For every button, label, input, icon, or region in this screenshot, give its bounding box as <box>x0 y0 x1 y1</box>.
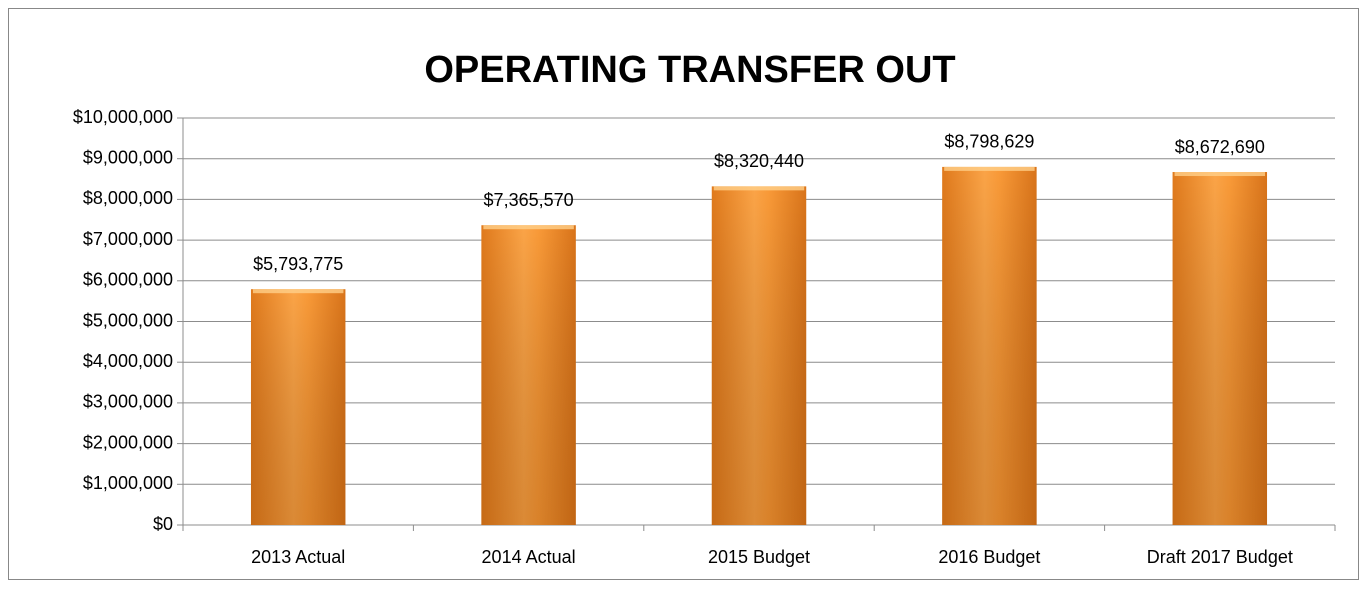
bar-shade <box>481 225 576 525</box>
y-tick-label: $3,000,000 <box>83 392 173 412</box>
bar-highlight <box>252 289 344 294</box>
y-tick-label: $5,000,000 <box>83 310 173 330</box>
y-tick-label: $1,000,000 <box>83 473 173 493</box>
x-tick-label: Draft 2017 Budget <box>1147 547 1293 567</box>
bar-shade <box>250 289 346 525</box>
data-label: $8,672,690 <box>1175 137 1265 157</box>
bar-highlight <box>713 186 805 191</box>
data-label: $8,798,629 <box>944 132 1034 152</box>
x-tick-label: 2015 Budget <box>708 547 810 567</box>
data-label: $5,793,775 <box>253 254 343 274</box>
y-tick-label: $0 <box>153 514 173 534</box>
bar-shade <box>942 166 1037 525</box>
bar-highlight <box>1174 172 1266 177</box>
x-tick-label: 2013 Actual <box>251 547 345 567</box>
y-tick-label: $4,000,000 <box>83 351 173 371</box>
bar-shade <box>711 186 807 525</box>
bar-highlight <box>944 166 1035 171</box>
data-label: $7,365,570 <box>484 190 574 210</box>
y-tick-label: $9,000,000 <box>83 147 173 167</box>
chart-border <box>8 8 1359 580</box>
y-tick-label: $2,000,000 <box>83 432 173 452</box>
y-tick-label: $10,000,000 <box>73 107 173 127</box>
x-tick-label: 2014 Actual <box>482 547 576 567</box>
chart-title: OPERATING TRANSFER OUT <box>424 49 955 91</box>
bar-highlight <box>483 225 574 230</box>
y-tick-label: $8,000,000 <box>83 188 173 208</box>
y-tick-label: $6,000,000 <box>83 270 173 290</box>
bar-shade <box>1172 172 1268 525</box>
x-tick-label: 2016 Budget <box>938 547 1040 567</box>
data-label: $8,320,440 <box>714 151 804 171</box>
y-tick-label: $7,000,000 <box>83 229 173 249</box>
